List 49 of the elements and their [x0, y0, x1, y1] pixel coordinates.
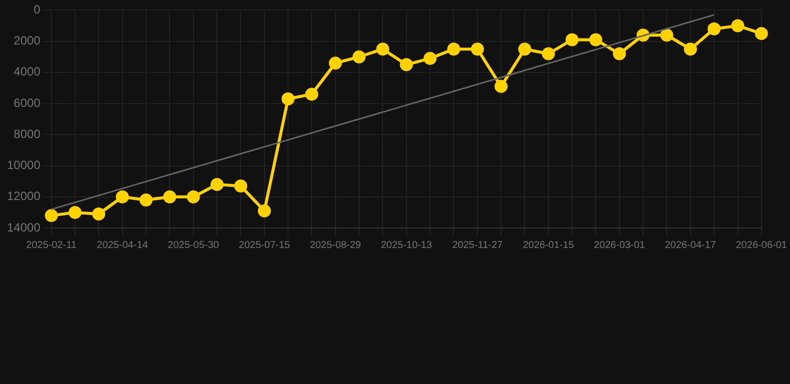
- point: [589, 33, 602, 46]
- point: [116, 190, 129, 204]
- point: [708, 22, 721, 36]
- point: [494, 80, 508, 93]
- point: [352, 50, 366, 64]
- point: [424, 52, 437, 65]
- x-tick-label: 2025-07-15: [238, 240, 290, 251]
- y-tick-label: 0: [34, 2, 41, 17]
- point: [542, 47, 555, 60]
- point: [470, 42, 484, 56]
- x-tick-label: 2025-04-14: [96, 240, 148, 251]
- point: [44, 209, 58, 222]
- point: [447, 42, 460, 56]
- x-tick-label: 2026-06-01: [736, 240, 788, 251]
- y-tick-label: 6000: [14, 96, 41, 110]
- x-tick-label: 2025-08-29: [310, 240, 362, 251]
- point: [328, 56, 342, 70]
- point: [92, 208, 106, 220]
- y-tick-label: 4000: [14, 64, 41, 79]
- x-tick-label: 2025-02-11: [26, 240, 78, 251]
- point: [400, 58, 413, 72]
- point: [731, 19, 744, 32]
- point: [163, 190, 176, 204]
- x-tick-label: 2025-10-13: [380, 240, 432, 251]
- y-tick-label: 14000: [6, 220, 41, 234]
- point: [282, 92, 295, 106]
- point: [754, 27, 768, 40]
- point: [518, 42, 532, 56]
- point: [660, 28, 674, 42]
- x-tick-label: 2025-05-30: [168, 240, 220, 251]
- x-tick-label: 2025-11-27: [452, 240, 504, 251]
- point: [305, 88, 318, 101]
- point: [210, 178, 224, 191]
- point: [258, 204, 271, 218]
- y-tick-label: 2000: [14, 34, 41, 48]
- point: [566, 33, 579, 46]
- x-tick-label: 2026-03-01: [594, 240, 646, 251]
- y-tick-label: 8000: [14, 126, 41, 141]
- point: [376, 42, 390, 56]
- point: [140, 193, 153, 206]
- x-tick-label: 2026-01-15: [522, 240, 574, 251]
- y-tick-label: 10000: [6, 158, 41, 172]
- point: [186, 190, 200, 204]
- point: [234, 179, 248, 192]
- point: [68, 206, 82, 219]
- y-tick-label: 12000: [6, 189, 41, 204]
- point: [612, 47, 626, 60]
- point: [684, 42, 697, 56]
- x-tick-label: 2026-04-17: [664, 240, 716, 251]
